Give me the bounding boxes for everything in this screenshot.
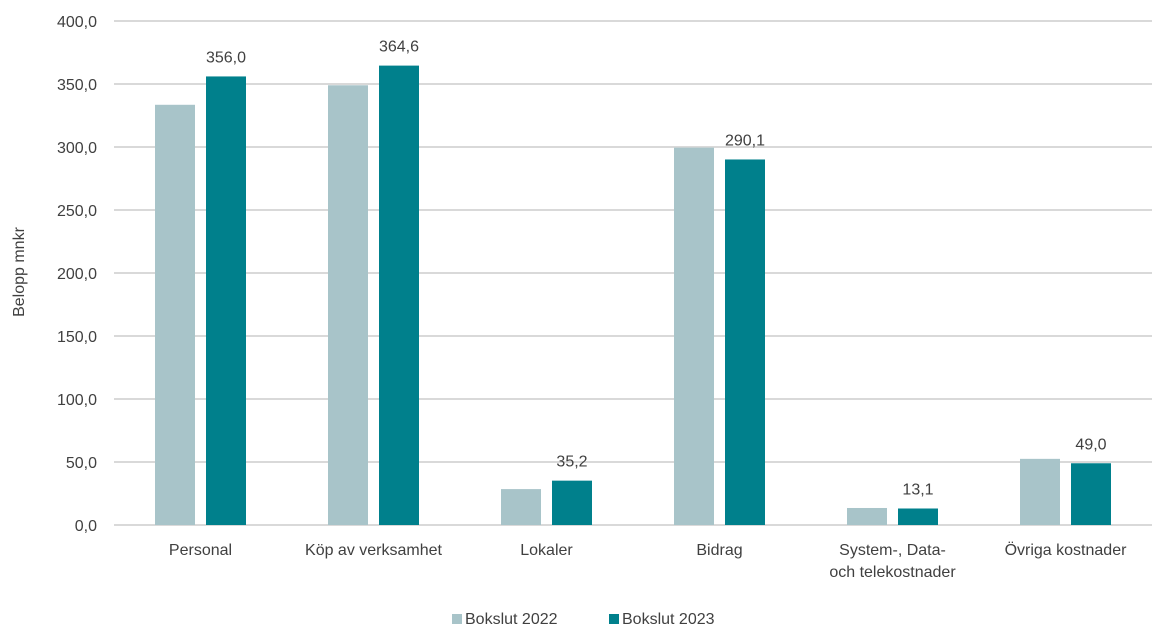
bar-bokslut-2023 xyxy=(898,508,938,525)
data-label: 35,2 xyxy=(556,454,587,471)
y-tick-label: 200,0 xyxy=(57,266,97,283)
x-category-label: Bidrag xyxy=(696,542,742,559)
data-label: 364,6 xyxy=(379,39,419,56)
bar-bokslut-2022 xyxy=(155,104,195,525)
y-axis-title: Belopp mnkr xyxy=(11,226,28,316)
bar-bokslut-2023 xyxy=(1071,463,1111,525)
bar-bokslut-2022 xyxy=(674,147,714,525)
bar-bokslut-2022 xyxy=(328,85,368,525)
x-category-label: Personal xyxy=(169,542,232,559)
data-label: 290,1 xyxy=(725,132,765,149)
x-axis-categories: Personal Köp av verksamhet Lokaler Bidrag Sy… xyxy=(169,541,1127,581)
legend-swatch xyxy=(452,614,462,624)
data-label: 49,0 xyxy=(1075,436,1106,453)
y-tick-label: 50,0 xyxy=(66,455,97,472)
x-category-label: Köp av verksamhet xyxy=(305,542,443,559)
x-category-label: Övriga kostnader xyxy=(1005,541,1128,559)
legend-label: Bokslut 2023 xyxy=(622,611,715,628)
x-category-label: Lokaler xyxy=(520,542,573,559)
y-tick-label: 150,0 xyxy=(57,329,97,346)
y-tick-label: 250,0 xyxy=(57,203,97,220)
y-axis-ticks: 0,0 50,0 100,0 150,0 200,0 250,0 300,0 350,0 400… xyxy=(57,14,97,535)
y-tick-label: 100,0 xyxy=(57,392,97,409)
bar-bokslut-2023 xyxy=(206,76,246,525)
legend-label: Bokslut 2022 xyxy=(465,611,558,628)
legend-swatch xyxy=(609,614,619,624)
y-tick-label: 400,0 xyxy=(57,14,97,31)
data-label: 13,1 xyxy=(902,481,933,498)
x-category-label: System-, Data- xyxy=(839,542,946,559)
bar-bokslut-2022 xyxy=(1020,458,1060,525)
data-labels: 356,0 364,6 35,2 290,1 13,1 49,0 xyxy=(206,39,1107,499)
x-category-label: och telekostnader xyxy=(829,564,956,581)
bar-bokslut-2023 xyxy=(725,159,765,525)
bars xyxy=(155,65,1111,525)
legend: Bokslut 2022 Bokslut 2023 xyxy=(452,611,715,628)
y-tick-label: 300,0 xyxy=(57,140,97,157)
bar-bokslut-2023 xyxy=(379,65,419,525)
data-label: 356,0 xyxy=(206,49,246,66)
bar-bokslut-2022 xyxy=(501,489,541,525)
gridlines xyxy=(114,20,1152,526)
y-tick-label: 350,0 xyxy=(57,77,97,94)
bar-bokslut-2022 xyxy=(847,507,887,525)
bar-bokslut-2023 xyxy=(552,480,592,525)
y-tick-label: 0,0 xyxy=(75,518,97,535)
